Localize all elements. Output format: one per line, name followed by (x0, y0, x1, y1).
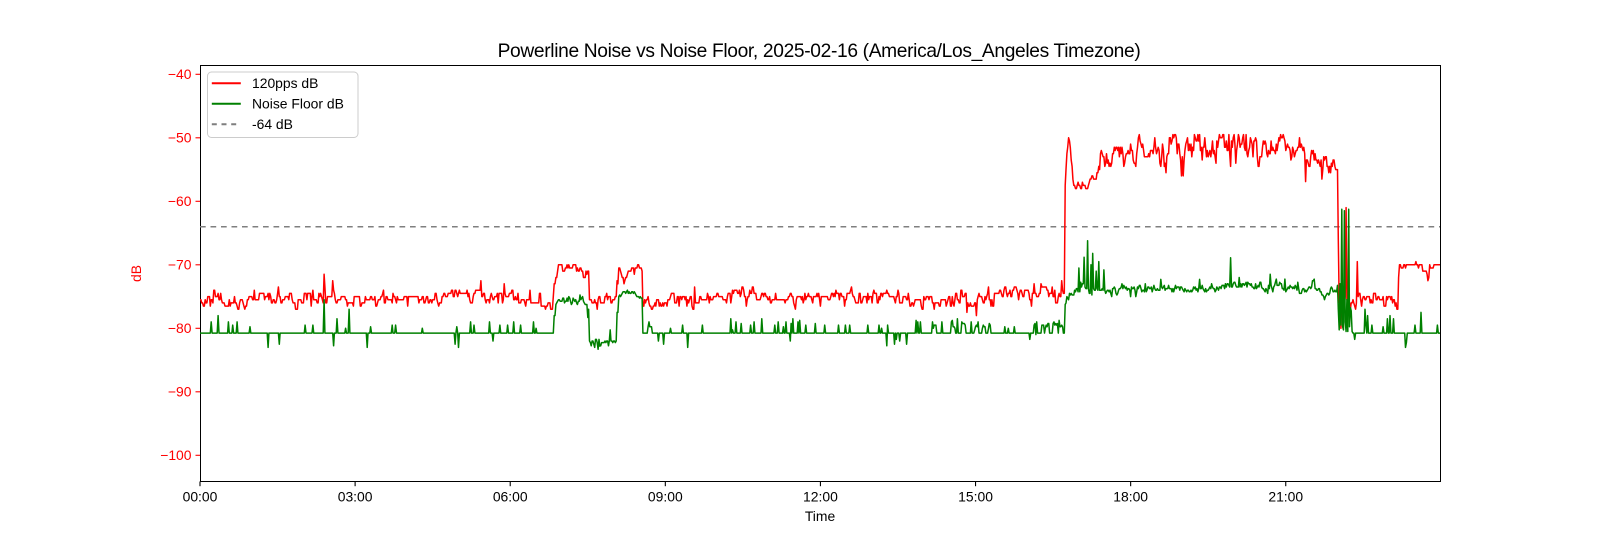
svg-text:120pps dB: 120pps dB (252, 75, 318, 91)
svg-text:Time: Time (805, 508, 836, 524)
svg-text:06:00: 06:00 (493, 489, 528, 505)
svg-text:−90: −90 (168, 384, 192, 400)
svg-text:Noise Floor dB: Noise Floor dB (252, 96, 344, 112)
svg-text:09:00: 09:00 (648, 489, 683, 505)
svg-text:18:00: 18:00 (1113, 489, 1148, 505)
svg-text:12:00: 12:00 (803, 489, 838, 505)
svg-text:−60: −60 (168, 193, 192, 209)
svg-text:-64 dB: -64 dB (252, 116, 293, 132)
svg-text:−100: −100 (160, 447, 192, 463)
svg-text:21:00: 21:00 (1268, 489, 1303, 505)
svg-text:−70: −70 (168, 257, 192, 273)
svg-text:03:00: 03:00 (338, 489, 373, 505)
svg-text:15:00: 15:00 (958, 489, 993, 505)
svg-text:Powerline Noise vs Noise Floor: Powerline Noise vs Noise Floor, 2025-02-… (498, 41, 1141, 62)
svg-text:dB: dB (128, 265, 144, 282)
svg-text:−50: −50 (168, 130, 192, 146)
svg-text:−40: −40 (168, 66, 192, 82)
svg-text:−80: −80 (168, 320, 192, 336)
svg-text:00:00: 00:00 (183, 489, 218, 505)
